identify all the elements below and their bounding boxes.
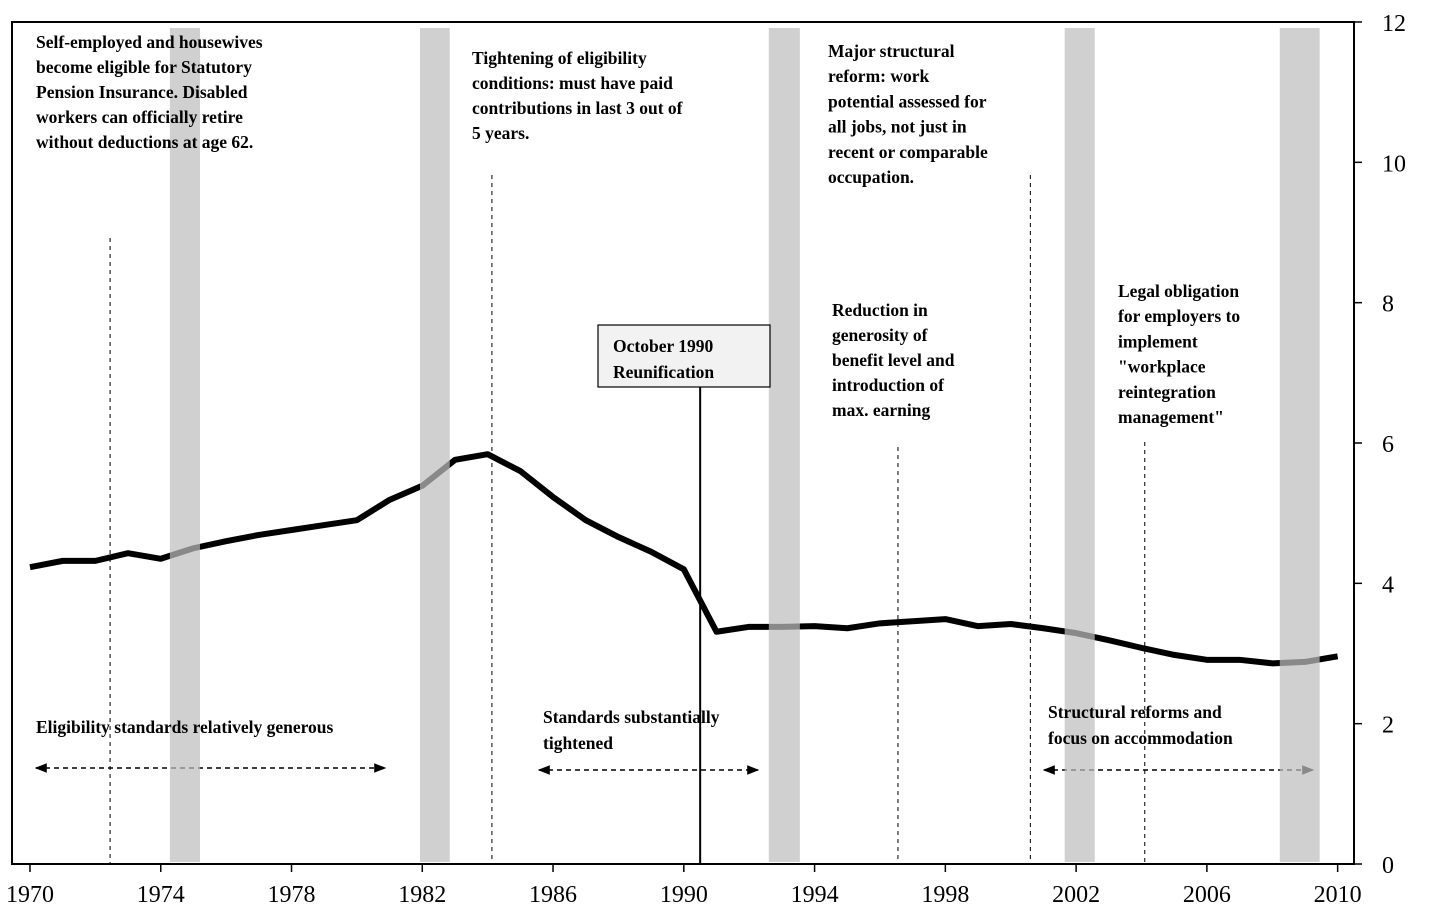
x-tick-label: 1982 bbox=[398, 882, 446, 908]
x-tick-label: 1990 bbox=[660, 882, 708, 908]
annotation: contributions in last 3 out of bbox=[472, 98, 683, 118]
annotation: Tightening of eligibility bbox=[472, 48, 647, 68]
callout-box bbox=[597, 324, 771, 388]
annotation: Eligibility standards relatively generou… bbox=[36, 717, 334, 737]
y-tick-label: 6 bbox=[1382, 432, 1394, 458]
annotation: reform: work bbox=[828, 66, 929, 86]
shaded-period bbox=[169, 28, 200, 862]
annotation: Major structural bbox=[828, 41, 955, 61]
shaded-period bbox=[768, 28, 800, 862]
x-tick-label: 2006 bbox=[1183, 882, 1231, 908]
y-tick-label: 10 bbox=[1382, 151, 1406, 177]
annotation: workers can officially retire bbox=[36, 107, 243, 127]
annotation: Reduction in bbox=[832, 300, 928, 320]
annotation: without deductions at age 62. bbox=[36, 132, 253, 152]
x-tick-label: 2010 bbox=[1314, 882, 1362, 908]
annotation: Legal obligation bbox=[1118, 281, 1239, 301]
annotation: benefit level and bbox=[832, 350, 955, 370]
annotation: Pension Insurance. Disabled bbox=[36, 82, 248, 102]
annotation: conditions: must have paid bbox=[472, 73, 673, 93]
annotation: implement bbox=[1118, 331, 1198, 351]
x-tick-label: 1986 bbox=[529, 882, 577, 908]
annotation: Self-employed and housewives bbox=[36, 32, 263, 52]
annotation: all jobs, not just in bbox=[828, 117, 967, 137]
annotation: max. earning bbox=[832, 400, 930, 420]
x-tick-label: 1974 bbox=[137, 882, 185, 908]
annotation: tightened bbox=[543, 733, 613, 753]
annotation: 5 years. bbox=[472, 123, 529, 143]
shaded-period bbox=[419, 28, 450, 862]
annotation: Standards substantially bbox=[543, 707, 720, 727]
y-tick-label: 4 bbox=[1382, 572, 1394, 598]
annotation: occupation. bbox=[828, 167, 914, 187]
y-tick-label: 8 bbox=[1382, 292, 1394, 318]
x-tick-label: 2002 bbox=[1052, 882, 1100, 908]
shaded-period bbox=[1064, 28, 1095, 862]
annotation: generosity of bbox=[832, 325, 928, 345]
callout-text: October 1990 bbox=[613, 336, 714, 356]
annotation: management" bbox=[1118, 407, 1224, 427]
y-tick-label: 12 bbox=[1382, 11, 1406, 37]
data-line bbox=[29, 451, 1339, 667]
annotation: for employers to bbox=[1118, 306, 1240, 326]
annotation: introduction of bbox=[832, 375, 944, 395]
annotation: "workplace bbox=[1118, 357, 1206, 377]
annotation: Structural reforms and bbox=[1048, 702, 1222, 722]
annotation: reintegration bbox=[1118, 382, 1216, 402]
annotation: potential assessed for bbox=[828, 91, 987, 111]
annotation: focus on accommodation bbox=[1048, 728, 1233, 748]
shaded-period bbox=[1279, 28, 1320, 862]
x-tick-label: 1994 bbox=[791, 882, 839, 908]
period-arrows bbox=[34, 763, 1315, 775]
annotation: recent or comparable bbox=[828, 142, 988, 162]
x-tick-label: 1970 bbox=[6, 882, 54, 908]
y-tick-label: 2 bbox=[1382, 713, 1394, 739]
x-tick-label: 1998 bbox=[921, 882, 969, 908]
callout-text: Reunification bbox=[613, 362, 714, 382]
y-tick-label: 0 bbox=[1382, 853, 1394, 879]
x-tick-label: 1978 bbox=[268, 882, 316, 908]
annotation: become eligible for Statutory bbox=[36, 57, 252, 77]
